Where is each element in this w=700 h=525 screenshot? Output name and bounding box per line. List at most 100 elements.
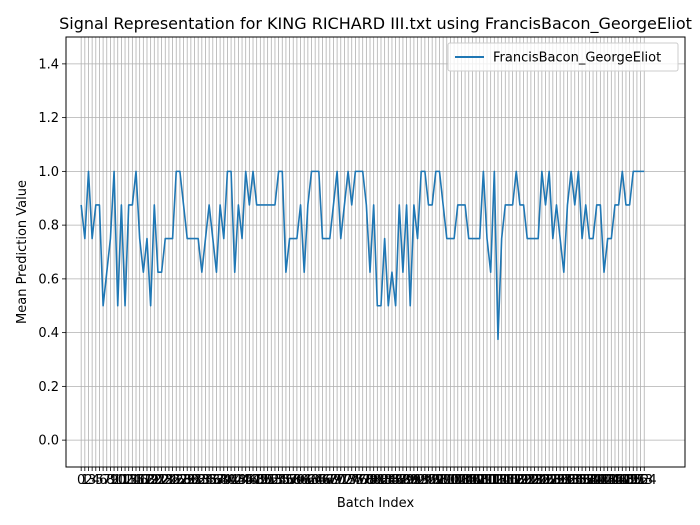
x-tick-label: 74	[343, 473, 360, 488]
x-tick-label: 149	[614, 473, 639, 488]
x-tick-label: 38	[212, 473, 229, 488]
x-tick-label: 32	[190, 473, 207, 488]
x-tick-label: 97	[428, 473, 445, 488]
x-tick-label: 147	[606, 473, 631, 488]
x-tick-label: 98	[431, 473, 448, 488]
x-tick-label: 142	[588, 473, 613, 488]
x-tick-label: 19	[142, 473, 159, 488]
x-tick-label: 146	[603, 473, 628, 488]
x-tick-label: 55	[274, 473, 291, 488]
x-tick-label: 71	[332, 473, 349, 488]
x-tick-label: 66	[314, 473, 331, 488]
legend-label: FrancisBacon_GeorgeEliot	[493, 51, 661, 66]
x-tick-label: 49	[252, 473, 269, 488]
x-tick-label: 93	[413, 473, 430, 488]
plot-frame	[65, 36, 686, 468]
x-tick-label: 73	[340, 473, 357, 488]
x-tick-label: 124	[522, 473, 547, 488]
x-tick-label: 134	[559, 473, 584, 488]
x-tick-label: 108	[464, 473, 489, 488]
x-tick-label: 101	[438, 473, 463, 488]
x-tick-label: 81	[369, 473, 386, 488]
x-tick-label: 151	[621, 473, 646, 488]
x-tick-label: 67	[318, 473, 335, 488]
y-tick-label: 0.8	[38, 219, 59, 234]
x-tick-label: 82	[373, 473, 390, 488]
x-tick-label: 25	[164, 473, 181, 488]
y-tick-label: 0.6	[38, 272, 59, 287]
y-axis-ticks: 0.0 0.2 0.4 0.6 0.8 1.0 1.2 1.4	[38, 57, 66, 449]
x-tick-label: 152	[625, 473, 650, 488]
x-tick-label: 78	[358, 473, 375, 488]
x-tick-label: 150	[617, 473, 642, 488]
x-tick-label: 118	[500, 473, 525, 488]
x-tick-label: 137	[570, 473, 595, 488]
x-tick-label: 87	[391, 473, 408, 488]
x-tick-label: 111	[475, 473, 500, 488]
x-tick-label: 110	[471, 473, 496, 488]
x-axis-ticks: 0123456789101112131415161718192021222324…	[77, 467, 657, 488]
x-tick-label: 4	[92, 473, 100, 488]
x-tick-label: 23	[157, 473, 174, 488]
x-tick-label: 0	[77, 473, 85, 488]
x-tick-label: 145	[599, 473, 624, 488]
x-tick-label: 26	[168, 473, 185, 488]
series-lines	[80, 170, 645, 341]
x-tick-label: 48	[248, 473, 265, 488]
x-tick-label: 31	[186, 473, 203, 488]
x-tick-label: 13	[120, 473, 137, 488]
x-tick-label: 20	[146, 473, 163, 488]
x-tick-label: 154	[632, 473, 657, 488]
x-tick-label: 61	[296, 473, 313, 488]
x-tick-label: 58	[285, 473, 302, 488]
x-tick-label: 143	[592, 473, 617, 488]
x-tick-label: 102	[442, 473, 467, 488]
x-tick-label: 53	[267, 473, 284, 488]
x-tick-label: 29	[179, 473, 196, 488]
x-tick-label: 132	[551, 473, 576, 488]
x-tick-label: 94	[417, 473, 434, 488]
x-tick-label: 88	[395, 473, 412, 488]
x-tick-label: 83	[376, 473, 393, 488]
x-tick-label: 138	[573, 473, 598, 488]
x-tick-label: 91	[406, 473, 423, 488]
x-tick-label: 6	[99, 473, 107, 488]
x-tick-label: 51	[259, 473, 276, 488]
x-tick-label: 3	[88, 473, 96, 488]
x-tick-label: 128	[537, 473, 562, 488]
x-tick-label: 109	[467, 473, 492, 488]
x-tick-label: 33	[194, 473, 211, 488]
x-tick-label: 90	[402, 473, 419, 488]
x-tick-label: 113	[482, 473, 507, 488]
x-tick-label: 79	[362, 473, 379, 488]
x-tick-label: 89	[398, 473, 415, 488]
x-tick-label: 125	[526, 473, 551, 488]
x-tick-label: 68	[322, 473, 339, 488]
x-tick-label: 84	[380, 473, 397, 488]
x-tick-label: 22	[153, 473, 170, 488]
x-tick-label: 105	[453, 473, 478, 488]
x-tick-label: 116	[493, 473, 518, 488]
x-tick-label: 12	[117, 473, 134, 488]
x-tick-label: 30	[183, 473, 200, 488]
x-tick-label: 5	[95, 473, 103, 488]
x-tick-label: 86	[387, 473, 404, 488]
x-tick-label: 136	[566, 473, 591, 488]
grid-lines	[66, 37, 685, 467]
x-tick-label: 18	[139, 473, 156, 488]
x-tick-label: 131	[548, 473, 573, 488]
x-tick-label: 56	[278, 473, 295, 488]
x-tick-label: 121	[511, 473, 536, 488]
x-tick-label: 8	[106, 473, 114, 488]
x-tick-label: 11	[113, 473, 130, 488]
y-tick-label: 0.0	[38, 434, 59, 449]
y-tick-label: 1.2	[38, 111, 59, 126]
legend: FrancisBacon_GeorgeEliot	[447, 42, 679, 72]
x-tick-label: 123	[518, 473, 543, 488]
x-tick-label: 95	[420, 473, 437, 488]
x-tick-label: 34	[197, 473, 214, 488]
x-tick-label: 27	[172, 473, 189, 488]
y-tick-label: 1.4	[38, 57, 59, 72]
x-tick-label: 75	[347, 473, 364, 488]
